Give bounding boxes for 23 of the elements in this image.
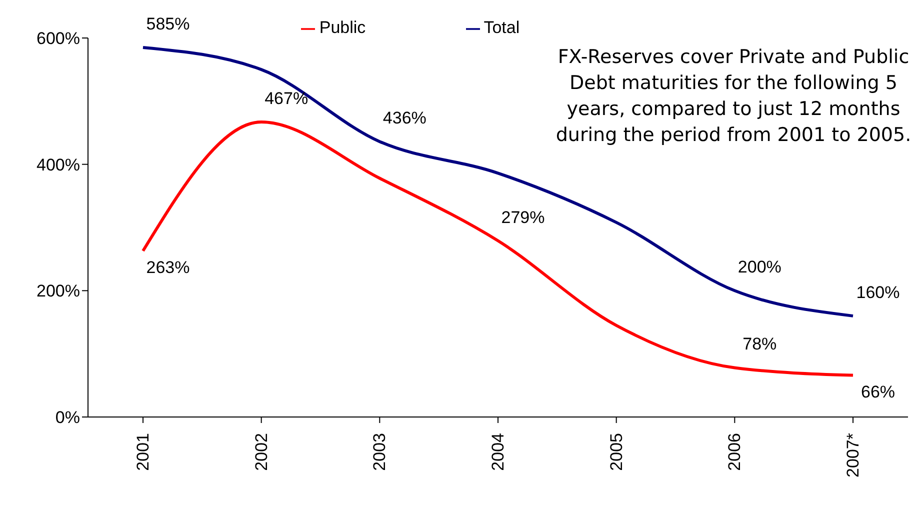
legend-label: Public [319,18,366,37]
x-tick-label: 2006 [725,433,744,471]
y-tick-label: 200% [36,282,80,301]
data-label: 467% [264,89,308,108]
data-label: 78% [742,334,777,354]
data-label: 66% [860,382,896,402]
data-label: 200% [738,258,782,277]
data-label: 279% [501,208,545,227]
data-label: 160% [856,282,900,302]
y-tick-label: 600% [36,29,80,48]
legend-label: Total [484,18,520,37]
y-tick-label: 0% [55,408,80,428]
data-label: 263% [146,258,190,277]
x-tick-label: 2004 [488,433,508,471]
x-tick-label: 2005 [606,433,626,471]
data-label: 436% [382,108,426,128]
x-tick-label: 2007* [844,432,862,478]
x-tick-label: 2003 [370,433,390,471]
annotation: FX-Reserves cover Private and Public Debt maturities for the following 5 years, compared to just 12 months during the period from 2001 to 2005. [554,45,912,148]
y-tick-label: 400% [36,155,80,174]
x-tick-label: 2002 [252,433,271,471]
data-label: 585% [146,14,190,34]
x-tick-label: 2001 [134,433,152,471]
